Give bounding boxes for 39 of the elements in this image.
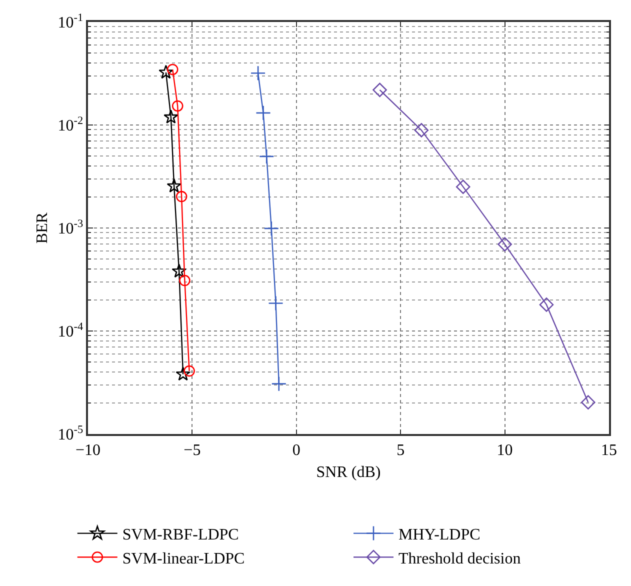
point: [414, 123, 429, 138]
point: [172, 100, 184, 112]
x-tick-label: −5: [184, 442, 201, 459]
point: [164, 110, 178, 124]
point: [456, 180, 470, 194]
y-axis-title: BER: [34, 212, 52, 244]
x-tick-label: 5: [396, 442, 405, 459]
point: [498, 237, 512, 252]
x-tick-label: 0: [292, 442, 300, 459]
point: [271, 376, 287, 392]
x-tick-label: −10: [75, 442, 101, 459]
point: [258, 148, 274, 164]
point: [176, 190, 188, 202]
x-tick-label: 15: [601, 442, 617, 459]
point: [179, 274, 190, 286]
y-tick-label: 10$^{-4}$: [58, 320, 84, 341]
y-tick-label: 10$^{-2}$: [58, 114, 84, 135]
point: [166, 178, 182, 192]
legend-label: MHY-LDPC: [398, 526, 480, 544]
point: [539, 298, 554, 312]
y-tick-label: 10$^{-3}$: [58, 218, 84, 238]
y-tick-label: 10$^{-5}$: [58, 424, 84, 444]
point: [372, 82, 387, 98]
point: [176, 366, 190, 381]
point: [166, 64, 178, 76]
point: [158, 64, 174, 79]
point: [184, 365, 195, 377]
legend-label: SVM-linear-LDPC: [122, 550, 245, 568]
point: [250, 65, 266, 81]
point: [256, 105, 271, 121]
x-tick-label: 10: [496, 442, 513, 459]
point: [172, 264, 186, 278]
legend-label: Threshold decision: [398, 550, 521, 568]
legend-label: SVM-RBF-LDPC: [122, 526, 239, 544]
point: [264, 220, 280, 236]
x-axis-title: SNR (dB): [316, 464, 381, 482]
point: [268, 296, 284, 311]
y-tick-label: 10$^{-1}$: [58, 12, 84, 32]
point: [581, 395, 596, 410]
